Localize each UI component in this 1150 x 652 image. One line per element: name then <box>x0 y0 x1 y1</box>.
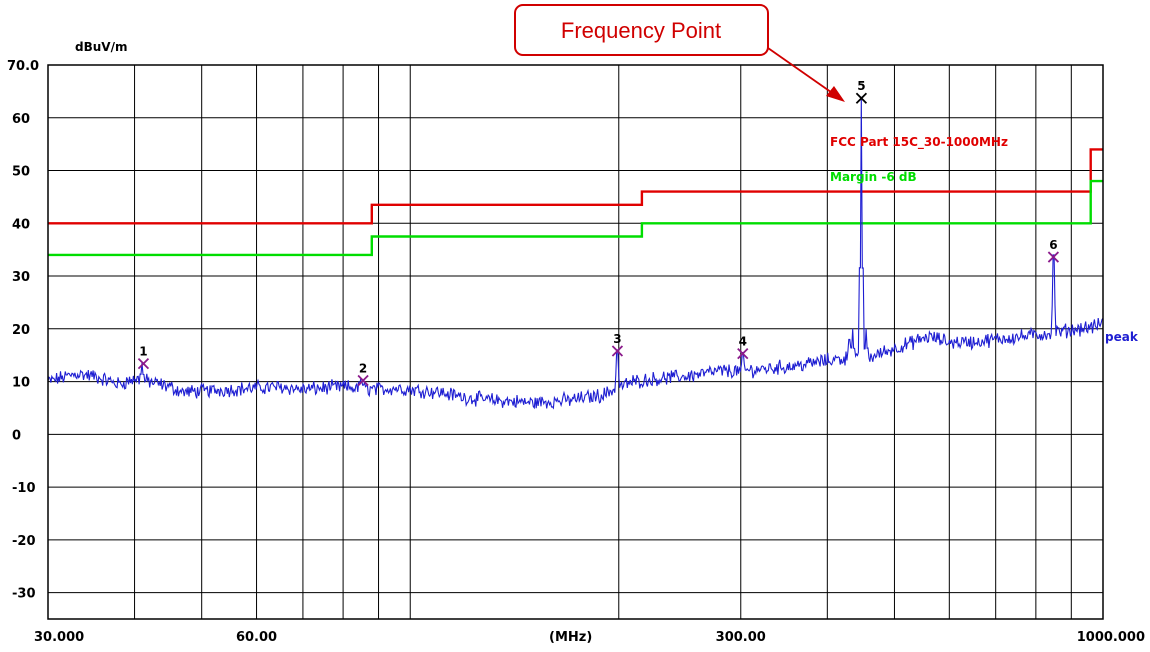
marker-label: 1 <box>139 345 147 359</box>
y-tick-label: 60 <box>12 112 30 127</box>
marker-3: 3 <box>611 332 624 357</box>
marker-6: 6 <box>1047 238 1060 263</box>
callout-arrow-head <box>826 86 845 102</box>
limit-lines <box>48 148 1103 257</box>
marker-cross <box>357 374 369 387</box>
plot-frame <box>47 64 1104 620</box>
marker-label: 3 <box>613 332 621 346</box>
x-tick-label: 30.000 <box>34 630 84 645</box>
y-tick-label: 50 <box>12 165 30 180</box>
y-tick-label: 30 <box>12 270 30 285</box>
callout-arrow-line <box>767 47 839 98</box>
y-axis: 70.0 60 50 40 30 20 10 0 -10 -20 -30 <box>7 59 39 602</box>
x-axis: 30.000 60.00 300.00 1000.000 <box>34 630 1145 645</box>
frequency-point-callout: Frequency Point <box>514 4 845 102</box>
x-tick-label: 60.00 <box>236 630 277 645</box>
grid <box>48 64 1103 619</box>
callout-box <box>514 4 769 56</box>
marker-4: 4 <box>737 335 749 360</box>
margin-line <box>48 179 1103 257</box>
y-tick-label: -30 <box>12 587 36 602</box>
peak-trace-label: peak <box>1105 330 1139 344</box>
x-tick-label: 300.00 <box>716 630 766 645</box>
marker-cross <box>737 347 749 360</box>
marker-cross <box>855 92 868 104</box>
y-tick-label: -10 <box>12 481 36 496</box>
y-tick-label: 20 <box>12 323 30 338</box>
y-tick-label: 70.0 <box>7 59 39 74</box>
marker-label: 6 <box>1049 238 1057 252</box>
markers: 1 2 3 4 5 6 <box>137 79 1060 387</box>
peak-trace-line <box>47 96 1104 410</box>
marker-1: 1 <box>137 345 150 370</box>
marker-label: 5 <box>857 79 865 93</box>
limit-line-label: FCC Part 15C_30-1000MHz <box>830 135 1008 150</box>
marker-2: 2 <box>357 362 369 387</box>
marker-cross <box>1047 251 1060 263</box>
marker-cross <box>611 345 624 357</box>
margin-line-label: Margin -6 dB <box>830 170 917 184</box>
marker-label: 2 <box>359 362 367 376</box>
limit-line <box>48 148 1103 225</box>
y-tick-label: 0 <box>12 428 21 443</box>
y-tick-label: 10 <box>12 376 30 391</box>
y-tick-label: 40 <box>12 217 30 232</box>
y-tick-label: -20 <box>12 534 36 549</box>
y-axis-unit-label: dBuV/m <box>75 40 127 54</box>
x-tick-label: 1000.000 <box>1077 630 1145 645</box>
callout-text: Frequency Point <box>561 18 721 43</box>
peak-trace <box>47 96 1104 410</box>
marker-label: 4 <box>739 335 747 349</box>
x-axis-unit-label: (MHz) <box>549 630 592 645</box>
marker-cross <box>137 357 150 370</box>
marker-5: 5 <box>855 79 868 104</box>
